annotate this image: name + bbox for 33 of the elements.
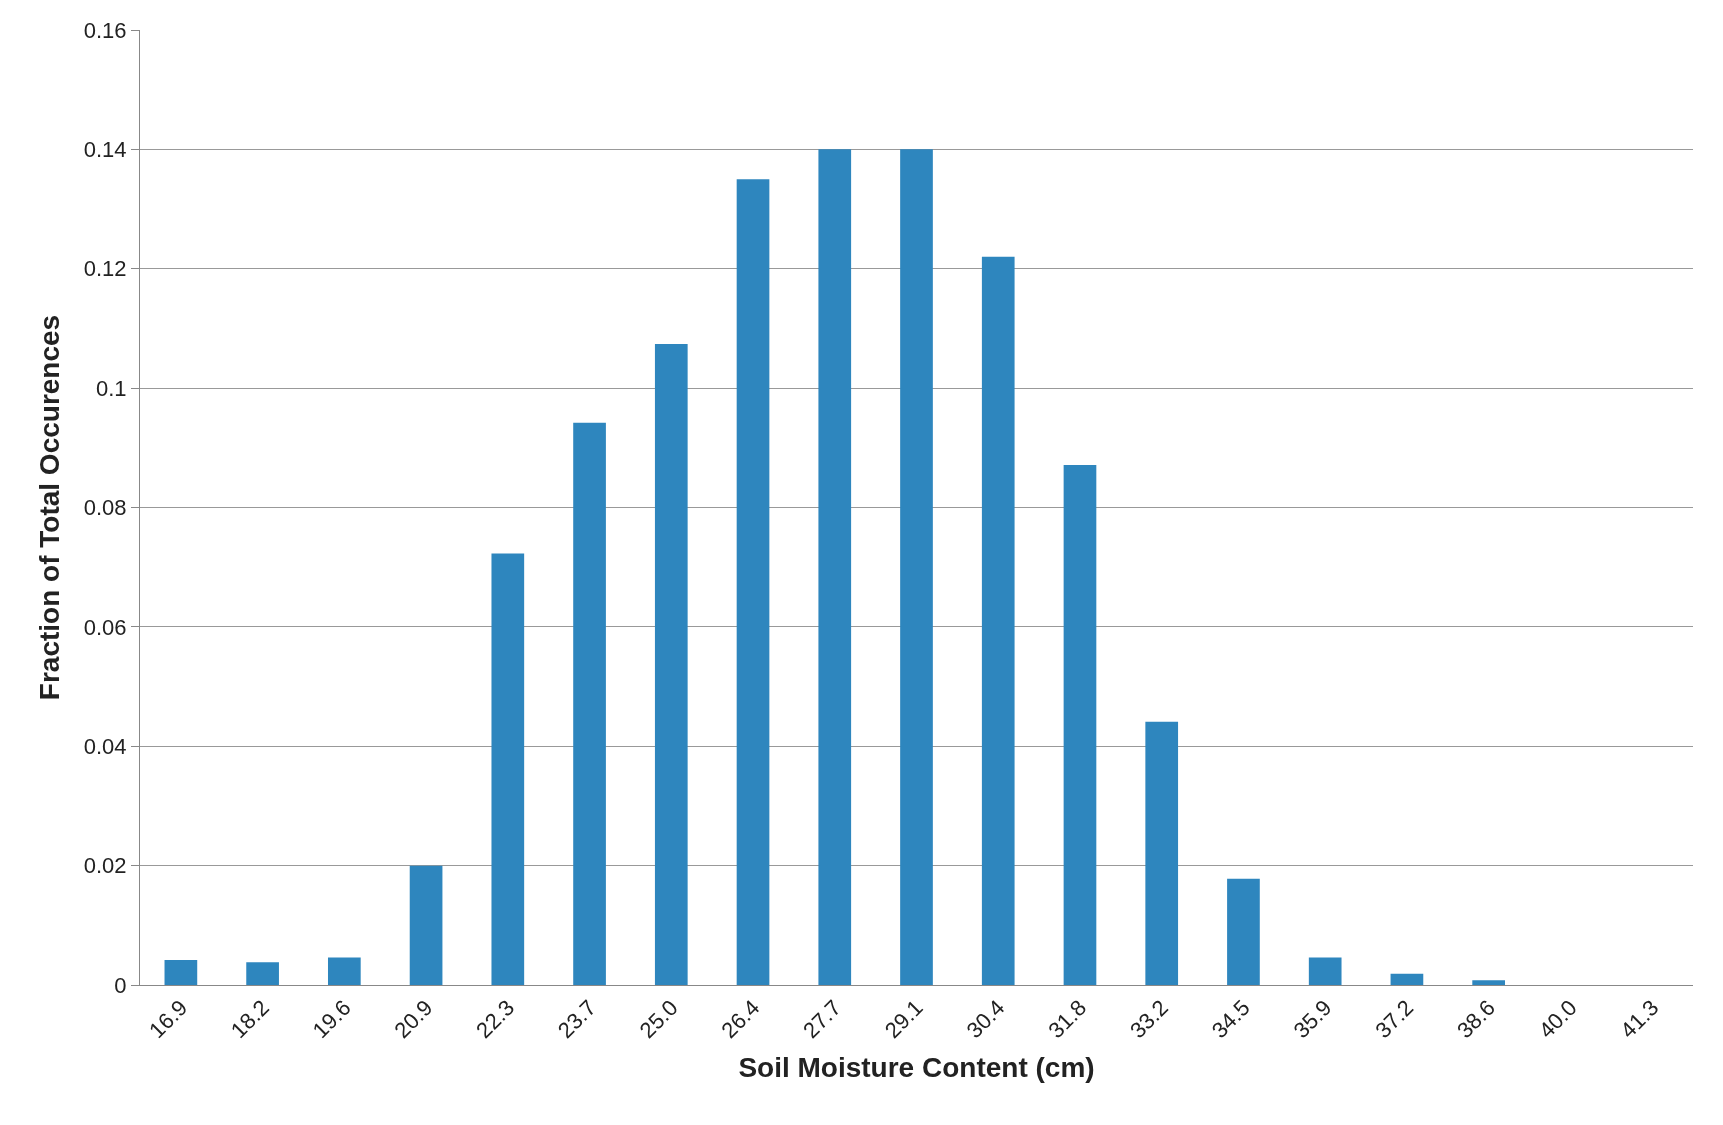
bar bbox=[1227, 878, 1260, 985]
y-tick-label: 0.04 bbox=[83, 733, 127, 759]
y-tick-label: 0.02 bbox=[83, 853, 127, 879]
x-tick-label: 29.1 bbox=[879, 995, 928, 1043]
bar bbox=[327, 957, 361, 985]
bar bbox=[409, 865, 443, 985]
bar bbox=[1308, 957, 1342, 985]
bar bbox=[1390, 973, 1424, 985]
x-tick-label: 41.3 bbox=[1615, 995, 1664, 1043]
y-tick-label: 0 bbox=[114, 972, 127, 998]
bar bbox=[491, 553, 525, 985]
x-tick-label: 40.0 bbox=[1533, 995, 1582, 1043]
bar bbox=[981, 256, 1015, 985]
y-tick-label: 0.16 bbox=[83, 17, 127, 43]
bar bbox=[573, 422, 606, 985]
bar bbox=[818, 149, 852, 985]
bar bbox=[1472, 980, 1506, 985]
bar bbox=[1145, 721, 1179, 985]
y-tick-label: 0.08 bbox=[83, 495, 127, 521]
y-axis-title: Fraction of Total Occurences bbox=[34, 314, 66, 701]
x-axis-title: Soil Moisture Content (cm) bbox=[738, 1052, 1095, 1084]
bar bbox=[654, 343, 688, 985]
x-tick-label: 35.9 bbox=[1288, 995, 1337, 1043]
bar bbox=[164, 959, 198, 985]
x-tick-label: 16.9 bbox=[144, 995, 193, 1043]
bar bbox=[736, 179, 770, 985]
bar bbox=[1063, 465, 1097, 985]
y-tick-label: 0.06 bbox=[83, 614, 127, 640]
bar bbox=[900, 149, 933, 985]
y-tick-label: 0.14 bbox=[83, 137, 127, 163]
bar bbox=[246, 962, 279, 985]
y-tick-label: 0.12 bbox=[83, 256, 127, 282]
y-tick-label: 0.1 bbox=[96, 375, 127, 401]
